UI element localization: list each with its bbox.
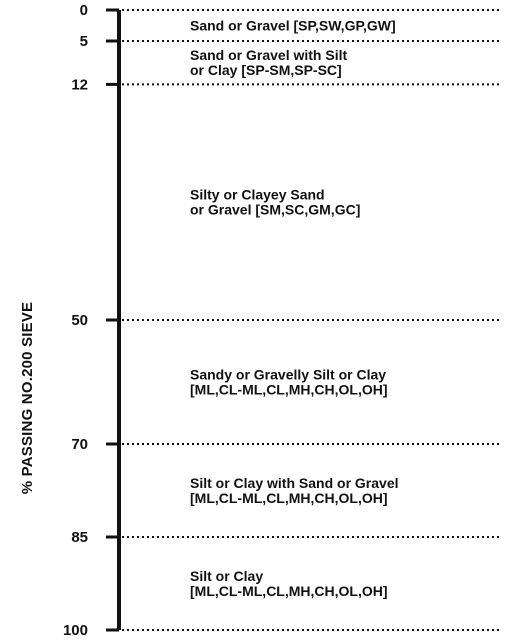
tick-label-100: 100: [63, 622, 88, 639]
tick-label-50: 50: [71, 312, 88, 329]
zone-label-line: Sandy or Gravelly Silt or Clay: [190, 367, 386, 383]
zone-label-line: Sand or Gravel [SP,SW,GP,GW]: [190, 18, 396, 34]
zone-label-4: Sandy or Gravelly Silt or Clay [ML,CL-ML,…: [190, 367, 388, 398]
zone-label-1: Sand or Gravel [SP,SW,GP,GW]: [190, 18, 396, 34]
zone-label-5: Silt or Clay with Sand or Gravel [ML,CL-M…: [190, 475, 399, 506]
tick-label-12: 12: [71, 76, 88, 93]
zone-label-line: [ML,CL-ML,CL,MH,CH,OL,OH]: [190, 382, 388, 398]
zone-label-line: Silty or Clayey Sand: [190, 187, 325, 203]
tick-label-85: 85: [71, 529, 88, 546]
zone-label-line: Silt or Clay: [190, 568, 263, 584]
zone-label-line: [ML,CL-ML,CL,MH,CH,OL,OH]: [190, 583, 388, 599]
zone-label-line: or Clay [SP-SM,SP-SC]: [190, 62, 342, 78]
axis-label: % PASSING NO.200 SIEVE: [19, 302, 36, 495]
boundaries-layer: 0 5 12 50 70 85 100: [63, 2, 500, 639]
zone-label-line: or Gravel [SM,SC,GM,GC]: [190, 202, 360, 218]
tick-label-70: 70: [71, 436, 88, 453]
zones-layer: Sand or Gravel [SP,SW,GP,GW] Sand or Grav…: [190, 18, 399, 600]
zone-label-line: Silt or Clay with Sand or Gravel: [190, 475, 399, 491]
tick-label-0: 0: [80, 2, 88, 19]
tick-label-5: 5: [80, 33, 88, 50]
zone-label-line: [ML,CL-ML,CL,MH,CH,OL,OH]: [190, 490, 388, 506]
zone-label-2: Sand or Gravel with Silt or Clay [SP-SM,S…: [190, 47, 347, 78]
zone-label-3: Silty or Clayey Sand or Gravel [SM,SC,GM,…: [190, 187, 360, 218]
zone-label-6: Silt or Clay [ML,CL-ML,CL,MH,CH,OL,OH]: [190, 568, 388, 599]
zone-label-line: Sand or Gravel with Silt: [190, 47, 347, 63]
